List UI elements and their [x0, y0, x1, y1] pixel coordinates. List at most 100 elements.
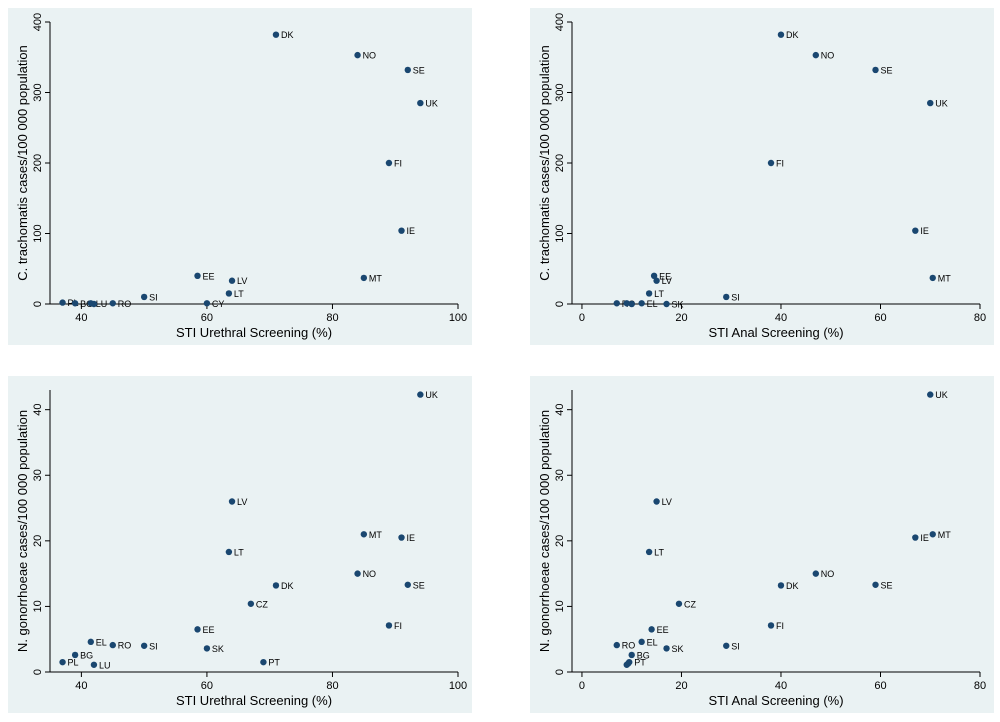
data-point [140, 293, 148, 301]
data-point-label: MT [369, 273, 382, 283]
data-point-label: LU [96, 299, 108, 309]
x-tick-label: 40 [775, 680, 787, 692]
data-point [645, 290, 653, 297]
y-tick-label: 10 [554, 600, 566, 612]
data-point-label: SK [212, 644, 224, 654]
data-point-label: DK [786, 30, 799, 40]
data-point [417, 99, 424, 107]
chart-svg: 0 20 40 60 80 0 100 200 300 400 STI Anal Screening… [537, 13, 986, 340]
data-point-label: DK [281, 581, 294, 591]
data-point [109, 641, 116, 649]
x-tick-label: 80 [974, 680, 986, 692]
data-point [929, 531, 936, 538]
data-point-label: LT [654, 547, 664, 557]
data-point [225, 290, 233, 297]
data-point [228, 498, 236, 505]
data-point [71, 300, 79, 307]
data-point [777, 31, 785, 38]
data-point-label: PT [634, 658, 646, 668]
data-point [404, 66, 411, 74]
data-point-label: FI [776, 621, 784, 631]
y-axis-title: N. gonorrhoeae cases/100 000 population [15, 410, 30, 652]
data-point [638, 638, 645, 646]
data-point [613, 300, 620, 307]
data-point-label: IE [920, 226, 929, 236]
data-point-label: RO [118, 299, 131, 309]
x-axis-title: STI Anal Screening (%) [708, 325, 843, 340]
data-point-label: EE [657, 625, 669, 635]
y-tick-label: 200 [554, 154, 566, 172]
x-tick-label: 100 [449, 312, 467, 324]
data-point-label: SE [881, 580, 893, 590]
data-point [767, 622, 775, 629]
data-point [912, 534, 919, 541]
data-point [228, 277, 236, 284]
data-point-label: SK [672, 644, 684, 654]
data-point-label: MT [938, 273, 951, 283]
data-point-label: SI [731, 292, 740, 302]
data-point [90, 300, 98, 308]
data-point [385, 622, 393, 629]
data-point-label: NO [363, 51, 377, 61]
data-point [872, 66, 879, 74]
data-point [653, 277, 660, 284]
data-point [663, 645, 670, 652]
data-point [90, 661, 98, 668]
data-point-label: LT [234, 547, 244, 557]
data-point [812, 570, 820, 577]
chart-ct-anal: 0 20 40 60 80 0 100 200 300 400 STI Anal Screening… [530, 8, 994, 345]
data-point-label: LV [237, 497, 247, 507]
data-point [628, 651, 635, 659]
data-point [203, 645, 211, 652]
data-point [777, 582, 785, 589]
data-point [628, 300, 635, 308]
data-point [194, 272, 201, 279]
data-point-label: RO [622, 641, 636, 651]
data-point-label: NO [363, 569, 377, 579]
x-tick-label: 80 [974, 312, 986, 324]
chart-svg: 40 60 80 100 0 100 200 300 400 STI Urethral Scree… [15, 13, 467, 340]
data-point [71, 651, 79, 659]
y-tick-label: 0 [32, 301, 44, 307]
data-point-label: UK [425, 390, 438, 400]
data-point-label: CY [212, 299, 225, 309]
y-tick-label: 10 [32, 600, 44, 612]
data-point-label: LV [662, 497, 672, 507]
data-point [675, 600, 683, 607]
x-tick-label: 80 [326, 680, 338, 692]
x-axis-title: STI Anal Screening (%) [708, 693, 843, 708]
data-point [360, 531, 368, 538]
data-point-label: LT [234, 289, 244, 299]
data-point-label: SE [413, 65, 425, 75]
data-point [385, 159, 393, 167]
x-tick-label: 60 [201, 312, 213, 324]
data-point [638, 300, 645, 307]
data-point-label: IE [407, 533, 416, 543]
data-point-label: EE [659, 271, 671, 281]
data-point-label: SE [881, 65, 893, 75]
y-axis-title: C. trachomatis cases/100 000 population [537, 45, 552, 281]
y-tick-label: 40 [554, 404, 566, 416]
y-axis-title: C. trachomatis cases/100 000 population [15, 45, 30, 281]
data-point-label: CZ [256, 599, 268, 609]
x-tick-label: 60 [874, 680, 886, 692]
data-point-label: LU [99, 660, 111, 670]
data-point [648, 626, 655, 633]
data-point [260, 658, 267, 666]
chart-ct-urethral: 40 60 80 100 0 100 200 300 400 STI Urethral Scree… [8, 8, 472, 345]
data-point-label: EL [96, 637, 107, 647]
data-point [247, 600, 255, 607]
data-point [398, 227, 405, 234]
data-point-label: NO [821, 569, 835, 579]
data-point-label: BG [637, 650, 650, 660]
data-point-label: SI [149, 641, 158, 651]
data-point [645, 548, 653, 556]
chart-svg: 40 60 80 100 0 10 20 30 40 STI Urethral Screening… [15, 390, 467, 708]
data-point-label: DK [786, 581, 799, 591]
data-point-label: BG [80, 299, 93, 309]
data-point [812, 51, 820, 59]
data-point [272, 582, 280, 589]
data-point [872, 581, 879, 588]
data-point [87, 638, 95, 646]
